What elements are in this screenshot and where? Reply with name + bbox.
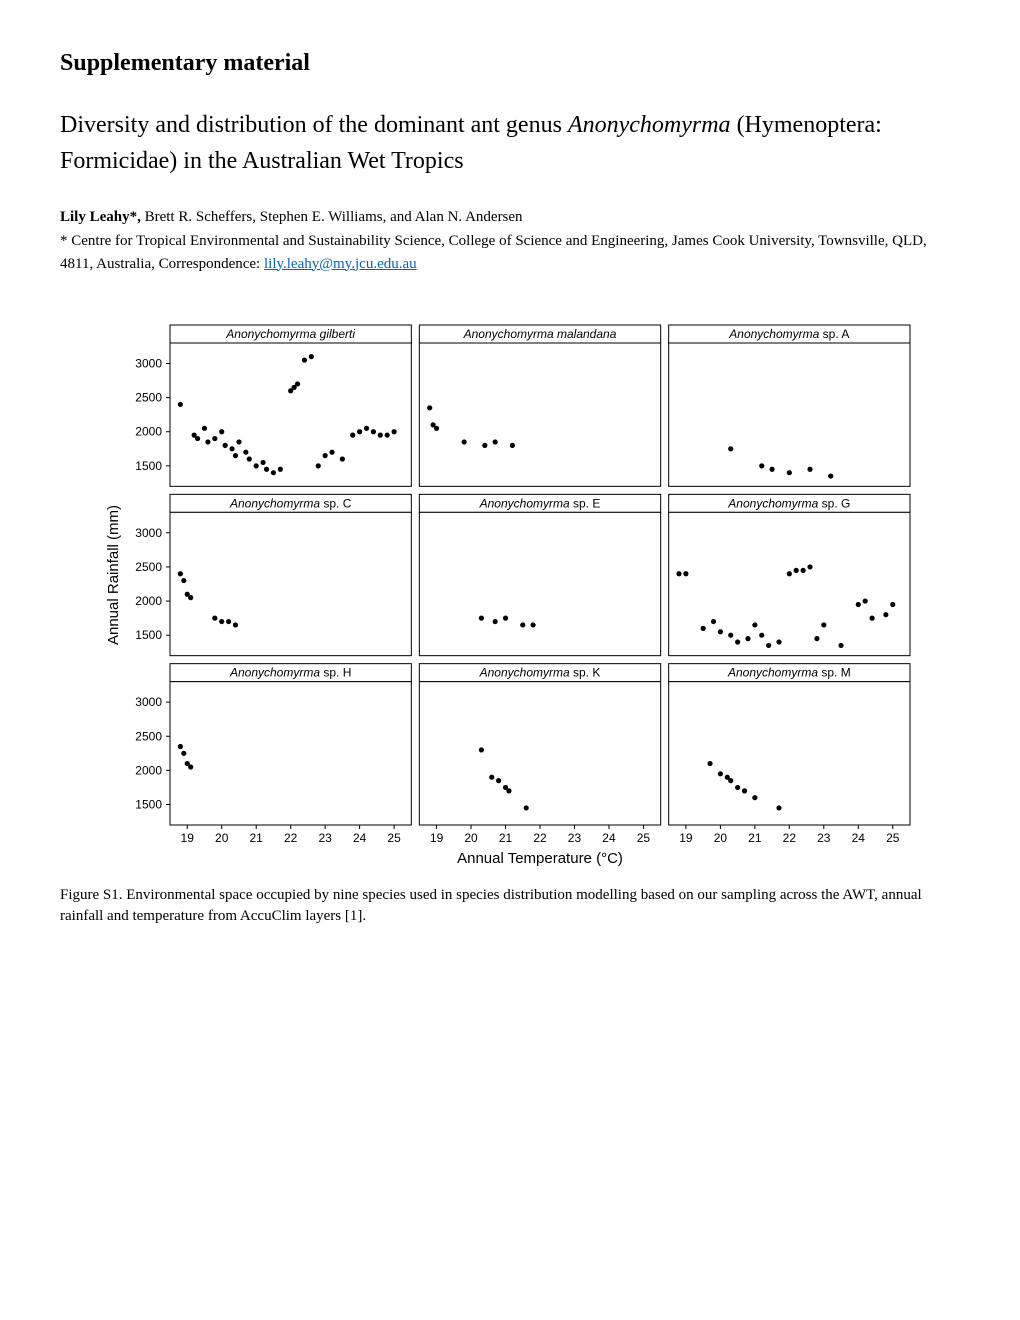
svg-text:Anonychomyrma sp. M: Anonychomyrma sp. M <box>727 666 851 680</box>
svg-text:Anonychomyrma malandana: Anonychomyrma malandana <box>463 327 617 341</box>
svg-text:23: 23 <box>817 831 831 845</box>
svg-text:23: 23 <box>568 831 582 845</box>
lead-author: Lily Leahy*, <box>60 209 145 225</box>
svg-text:25: 25 <box>886 831 900 845</box>
svg-text:3000: 3000 <box>135 526 162 540</box>
article-title: Diversity and distribution of the domina… <box>60 107 960 179</box>
svg-text:24: 24 <box>353 831 367 845</box>
svg-text:2000: 2000 <box>135 763 162 777</box>
svg-text:Anonychomyrma sp. H: Anonychomyrma sp. H <box>229 666 351 680</box>
affil-text: * Centre for Tropical Environmental and … <box>60 233 927 272</box>
svg-text:2000: 2000 <box>135 594 162 608</box>
svg-text:22: 22 <box>533 831 547 845</box>
author-line: Lily Leahy*, Brett R. Scheffers, Stephen… <box>60 209 960 226</box>
svg-text:3000: 3000 <box>135 695 162 709</box>
svg-text:25: 25 <box>637 831 651 845</box>
svg-text:23: 23 <box>318 831 332 845</box>
title-genus: Anonychomyrma <box>568 112 731 138</box>
supp-heading: Supplementary material <box>60 50 960 77</box>
svg-text:Anonychomyrma sp. E: Anonychomyrma sp. E <box>479 496 601 510</box>
svg-text:21: 21 <box>499 831 513 845</box>
svg-text:21: 21 <box>250 831 264 845</box>
svg-text:1500: 1500 <box>135 459 162 473</box>
svg-text:2500: 2500 <box>135 560 162 574</box>
svg-text:2500: 2500 <box>135 391 162 405</box>
svg-text:1500: 1500 <box>135 798 162 812</box>
svg-text:2000: 2000 <box>135 425 162 439</box>
svg-text:2500: 2500 <box>135 729 162 743</box>
figure-s1: Annual Rainfall (mm) Annual Temperature (… <box>60 315 960 875</box>
affiliation: * Centre for Tropical Environmental and … <box>60 230 960 275</box>
svg-text:Annual Temperature (°C): Annual Temperature (°C) <box>457 850 623 867</box>
svg-text:21: 21 <box>748 831 762 845</box>
svg-text:25: 25 <box>387 831 401 845</box>
title-pre: Diversity and distribution of the domina… <box>60 112 568 138</box>
svg-text:Anonychomyrma sp. K: Anonychomyrma sp. K <box>479 666 601 680</box>
svg-text:20: 20 <box>215 831 229 845</box>
svg-text:1500: 1500 <box>135 628 162 642</box>
svg-text:Anonychomyrma sp. G: Anonychomyrma sp. G <box>727 496 850 510</box>
svg-text:3000: 3000 <box>135 356 162 370</box>
svg-text:Anonychomyrma sp. C: Anonychomyrma sp. C <box>229 496 352 510</box>
svg-text:22: 22 <box>284 831 298 845</box>
svg-text:19: 19 <box>181 831 195 845</box>
svg-text:Annual Rainfall (mm): Annual Rainfall (mm) <box>105 505 122 645</box>
svg-text:Anonychomyrma gilberti: Anonychomyrma gilberti <box>225 327 355 341</box>
svg-text:19: 19 <box>430 831 444 845</box>
svg-text:24: 24 <box>852 831 866 845</box>
svg-text:20: 20 <box>464 831 478 845</box>
corresp-email[interactable]: lily.leahy@my.jcu.edu.au <box>264 256 417 272</box>
svg-text:22: 22 <box>783 831 797 845</box>
figure-caption: Figure S1. Environmental space occupied … <box>60 885 960 927</box>
svg-text:24: 24 <box>602 831 616 845</box>
coauthors: Brett R. Scheffers, Stephen E. Williams,… <box>145 209 523 225</box>
svg-text:20: 20 <box>714 831 728 845</box>
svg-text:Anonychomyrma sp. A: Anonychomyrma sp. A <box>728 327 849 341</box>
svg-text:19: 19 <box>679 831 693 845</box>
scatter-facet-svg: Annual Rainfall (mm) Annual Temperature (… <box>100 315 920 875</box>
